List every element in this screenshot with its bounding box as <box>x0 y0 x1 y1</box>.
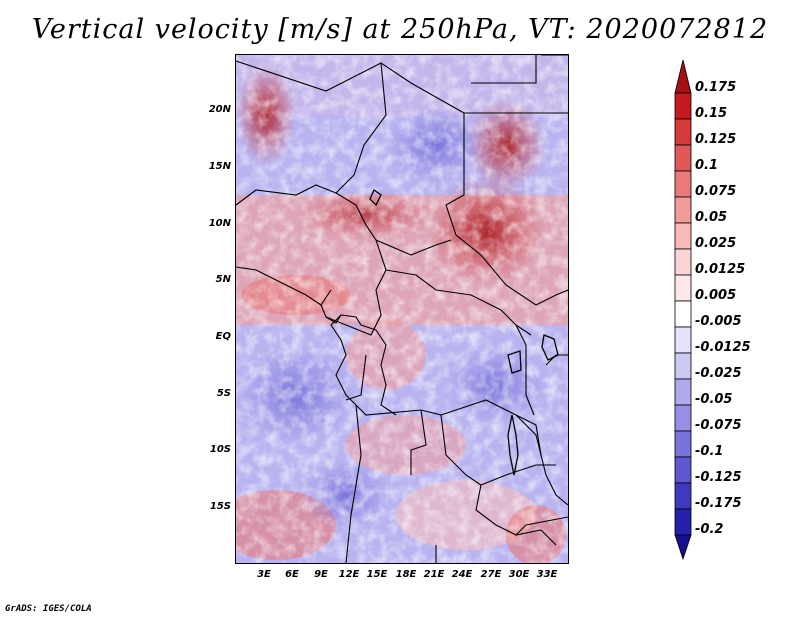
lat-label-10s: 10S <box>209 444 231 455</box>
colorbar-segment <box>674 508 692 536</box>
velocity-field-map <box>236 55 568 563</box>
colorbar-segment <box>674 378 692 406</box>
lon-label-33e: 33E <box>536 569 558 580</box>
lon-label-3e: 3E <box>257 569 271 580</box>
grads-credit: GrADS: IGES/COLA <box>5 604 92 614</box>
colorbar-segment <box>674 456 692 484</box>
colorbar-segment <box>674 300 692 328</box>
colorbar-label: 0.0125 <box>695 262 746 277</box>
colorbar-label: -0.075 <box>695 418 742 433</box>
colorbar-label: -0.175 <box>695 496 742 511</box>
lon-label-9e: 9E <box>314 569 328 580</box>
colorbar-segment <box>674 352 692 380</box>
colorbar-label: -0.125 <box>695 470 742 485</box>
map-title: Vertical velocity [m/s] at 250hPa, VT: 2… <box>31 14 769 45</box>
colorbar-label: 0.15 <box>695 106 728 121</box>
colorbar <box>674 60 692 560</box>
colorbar-label: -0.05 <box>695 392 733 407</box>
colorbar-bottom-arrow <box>674 534 692 560</box>
colorbar-segment <box>674 92 692 120</box>
colorbar-segment <box>674 430 692 458</box>
lon-label-12e: 12E <box>338 569 360 580</box>
colorbar-label: -0.0125 <box>695 340 751 355</box>
colorbar-segment <box>674 196 692 224</box>
lat-label-10n: 10N <box>208 218 231 229</box>
colorbar-label: 0.025 <box>695 236 737 251</box>
colorbar-segment <box>674 274 692 302</box>
lon-label-24e: 24E <box>451 569 473 580</box>
colorbar-segment <box>674 118 692 146</box>
lon-label-18e: 18E <box>395 569 417 580</box>
colorbar-segment <box>674 326 692 354</box>
colorbar-segment <box>674 222 692 250</box>
colorbar-label: 0.1 <box>695 158 719 173</box>
lat-label-15s: 15S <box>209 501 231 512</box>
colorbar-segment <box>674 404 692 432</box>
colorbar-segment <box>674 248 692 276</box>
colorbar-label: -0.2 <box>695 522 724 537</box>
colorbar-label: 0.075 <box>695 184 737 199</box>
colorbar-label: 0.05 <box>695 210 728 225</box>
colorbar-label: 0.125 <box>695 132 737 147</box>
lat-label-5n: 5N <box>215 274 231 285</box>
colorbar-label: -0.025 <box>695 366 742 381</box>
colorbar-label: 0.005 <box>695 288 737 303</box>
map-panel <box>235 54 569 564</box>
colorbar-label: 0.175 <box>695 80 737 95</box>
lat-label-15n: 15N <box>208 161 231 172</box>
lat-label-eq: EQ <box>215 331 231 342</box>
lat-label-5s: 5S <box>216 388 231 399</box>
colorbar-label: -0.005 <box>695 314 742 329</box>
colorbar-segment <box>674 482 692 510</box>
lon-label-30e: 30E <box>508 569 530 580</box>
lon-label-6e: 6E <box>285 569 299 580</box>
lake-outlines <box>369 189 559 476</box>
colorbar-top-arrow <box>674 60 692 94</box>
lon-label-21e: 21E <box>423 569 445 580</box>
country-borders <box>236 55 568 563</box>
lon-label-27e: 27E <box>480 569 502 580</box>
lat-label-20n: 20N <box>208 104 231 115</box>
colorbar-segment <box>674 170 692 198</box>
colorbar-label: -0.1 <box>695 444 724 459</box>
colorbar-segment <box>674 144 692 172</box>
lon-label-15e: 15E <box>366 569 388 580</box>
